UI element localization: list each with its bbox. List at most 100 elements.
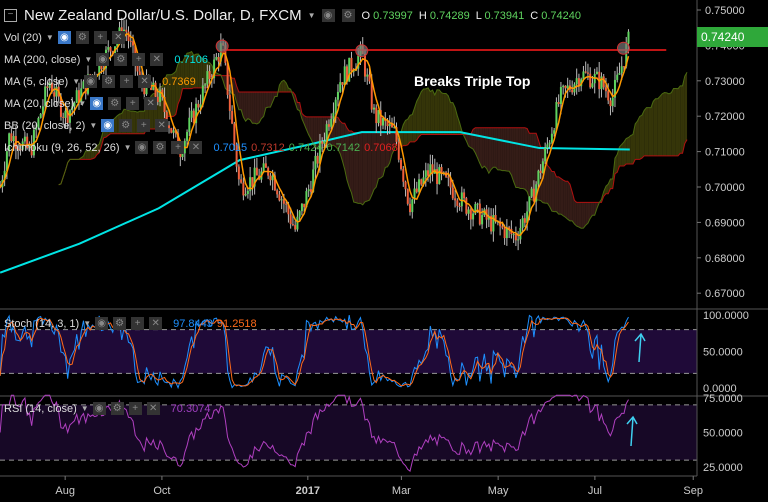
candle bbox=[395, 127, 398, 142]
add-icon[interactable]: + bbox=[137, 119, 151, 132]
visibility-icon[interactable]: ◉ bbox=[135, 141, 149, 154]
add-icon[interactable]: + bbox=[126, 97, 140, 110]
candle bbox=[77, 90, 80, 103]
gear-icon[interactable]: ⚙ bbox=[153, 141, 167, 154]
close-icon[interactable]: ✕ bbox=[111, 31, 125, 44]
candle bbox=[271, 175, 274, 181]
chevron-down-icon[interactable]: ▼ bbox=[78, 99, 87, 108]
candle bbox=[195, 103, 198, 124]
candle bbox=[352, 70, 355, 72]
visibility-icon[interactable]: ◉ bbox=[95, 317, 109, 330]
add-icon[interactable]: + bbox=[131, 317, 145, 330]
candle bbox=[143, 83, 146, 95]
up-arrow-icon bbox=[630, 416, 634, 447]
add-icon[interactable]: + bbox=[171, 141, 185, 154]
close-icon[interactable]: ✕ bbox=[189, 141, 203, 154]
add-icon[interactable]: + bbox=[93, 31, 107, 44]
visibility-icon[interactable]: ◉ bbox=[96, 53, 110, 66]
chevron-down-icon[interactable]: ▼ bbox=[72, 77, 81, 86]
candle bbox=[0, 187, 2, 188]
ichimoku-cloud-segment bbox=[590, 202, 593, 219]
ichimoku-cloud-segment bbox=[574, 200, 577, 227]
add-icon[interactable]: + bbox=[128, 402, 142, 415]
gear-icon[interactable]: ⚙ bbox=[341, 9, 355, 22]
ichimoku-cloud-segment bbox=[605, 184, 609, 194]
chevron-down-icon[interactable]: ▼ bbox=[307, 11, 316, 20]
ichimoku-cloud-segment bbox=[522, 127, 525, 190]
close-icon[interactable]: ✕ bbox=[150, 53, 164, 66]
candle bbox=[478, 203, 481, 225]
close-icon[interactable]: ✕ bbox=[144, 97, 158, 110]
visibility-icon[interactable]: ◉ bbox=[92, 402, 106, 415]
ichimoku-cloud-segment bbox=[441, 92, 444, 135]
ichimoku-cloud-segment bbox=[565, 181, 568, 220]
chevron-down-icon[interactable]: ▼ bbox=[84, 55, 93, 64]
ichimoku-cloud-segment bbox=[587, 202, 591, 224]
chevron-down-icon[interactable]: ▼ bbox=[80, 404, 89, 413]
time-tick-label: Aug bbox=[55, 485, 75, 497]
indicator-label: MA (20, close) bbox=[4, 97, 75, 110]
ichimoku-cloud-segment bbox=[662, 92, 665, 156]
indicator-legend: MA (20, close) ▼ ◉ ⚙ + ✕ bbox=[4, 97, 158, 110]
candle bbox=[418, 179, 421, 192]
close-icon[interactable]: ✕ bbox=[155, 119, 169, 132]
chevron-down-icon[interactable]: ▼ bbox=[83, 319, 92, 328]
gear-icon[interactable]: ⚙ bbox=[102, 75, 116, 88]
candle bbox=[366, 74, 369, 77]
candle bbox=[460, 192, 463, 207]
chevron-down-icon[interactable]: ▼ bbox=[45, 33, 54, 42]
gear-icon[interactable]: ⚙ bbox=[113, 317, 127, 330]
candle bbox=[318, 141, 321, 164]
candle bbox=[303, 203, 306, 208]
visibility-icon[interactable]: ◉ bbox=[101, 119, 115, 132]
visibility-icon[interactable]: ◉ bbox=[57, 31, 71, 44]
ichimoku-cloud-segment bbox=[297, 102, 300, 111]
gear-icon[interactable]: ⚙ bbox=[108, 97, 122, 110]
close-icon[interactable]: ✕ bbox=[149, 317, 163, 330]
chevron-down-icon[interactable]: ▼ bbox=[89, 121, 98, 130]
ichimoku-cloud-segment bbox=[428, 87, 431, 135]
close-icon[interactable]: ✕ bbox=[146, 402, 160, 415]
ichimoku-cloud-segment bbox=[256, 91, 260, 124]
candle bbox=[577, 78, 580, 87]
visibility-icon[interactable]: ◉ bbox=[90, 97, 104, 110]
ichimoku-cloud-segment bbox=[527, 128, 530, 199]
indicator-legend: MA (200, close) ▼ ◉ ⚙ + ✕ 0.7106 bbox=[4, 53, 208, 66]
gear-icon[interactable]: ⚙ bbox=[114, 53, 128, 66]
candle bbox=[73, 102, 76, 107]
candle bbox=[613, 79, 616, 98]
indicator-label: MA (5, close) bbox=[4, 75, 69, 88]
rsi-legend: RSI (14, close) ▼ ◉ ⚙ + ✕ 70.3074 bbox=[4, 402, 210, 415]
ichimoku-cloud-segment bbox=[87, 151, 91, 160]
gear-icon[interactable]: ⚙ bbox=[75, 31, 89, 44]
candle bbox=[53, 92, 56, 97]
gear-icon[interactable]: ⚙ bbox=[110, 402, 124, 415]
candle bbox=[508, 227, 511, 229]
visibility-icon[interactable]: ◉ bbox=[321, 9, 335, 22]
visibility-icon[interactable]: ◉ bbox=[84, 75, 98, 88]
price-tick-label: 0.73000 bbox=[705, 76, 745, 88]
collapse-icon[interactable]: − bbox=[4, 9, 17, 22]
chevron-down-icon[interactable]: ▼ bbox=[123, 143, 132, 152]
candle bbox=[339, 82, 342, 92]
indicator-legend: BB (20, close, 2) ▼ ◉ ⚙ + ✕ bbox=[4, 119, 169, 132]
indicator-value: 0.7106 bbox=[174, 53, 208, 66]
ichimoku-cloud-segment bbox=[646, 107, 649, 156]
candle bbox=[625, 43, 628, 67]
gear-icon[interactable]: ⚙ bbox=[119, 119, 133, 132]
ichimoku-cloud-segment bbox=[378, 132, 381, 179]
candle bbox=[3, 170, 6, 180]
ichimoku-cloud-segment bbox=[623, 138, 627, 167]
add-icon[interactable]: + bbox=[120, 75, 134, 88]
candle bbox=[422, 177, 425, 185]
candle bbox=[179, 153, 182, 158]
up-arrow-icon bbox=[634, 332, 646, 342]
add-icon[interactable]: + bbox=[132, 53, 146, 66]
candle bbox=[375, 107, 378, 124]
ichimoku-cloud-segment bbox=[117, 114, 120, 134]
candle bbox=[530, 188, 533, 197]
candle bbox=[251, 177, 254, 187]
candle bbox=[463, 192, 466, 199]
close-icon[interactable]: ✕ bbox=[138, 75, 152, 88]
